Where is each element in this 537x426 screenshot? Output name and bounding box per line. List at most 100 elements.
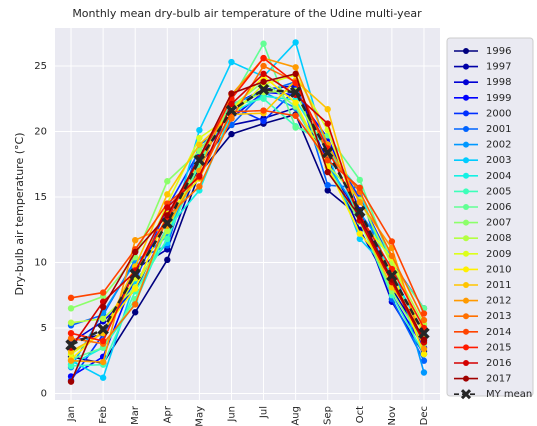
x-tick-label: Feb (98, 406, 109, 424)
data-point (97, 323, 109, 336)
data-point (356, 184, 363, 192)
data-point (257, 83, 270, 96)
data-point (67, 378, 75, 385)
data-point (356, 199, 363, 206)
data-point (65, 339, 77, 351)
legend-label: 2009 (486, 249, 511, 260)
data-point (260, 40, 267, 47)
data-point (420, 345, 428, 353)
x-tick-label: Dec (419, 406, 430, 425)
series-line (70, 109, 425, 314)
data-point (99, 358, 107, 366)
x-tick-label: May (194, 406, 205, 426)
data-point (324, 120, 331, 127)
legend-label: 2000 (486, 108, 511, 119)
legend-marker (463, 188, 469, 195)
data-point (418, 327, 430, 339)
x-tick-label: Mar (130, 405, 141, 425)
data-point (196, 126, 203, 134)
legend-marker (463, 141, 469, 148)
data-point (324, 157, 331, 164)
data-point (420, 310, 428, 317)
data-point (260, 54, 267, 62)
data-point (228, 100, 235, 108)
data-point (420, 357, 428, 364)
legend-label: MY mean (486, 389, 532, 400)
legend-marker (463, 48, 469, 54)
data-point (260, 78, 267, 85)
legend-marker (463, 79, 469, 86)
data-point (324, 187, 331, 194)
series-line (70, 72, 425, 349)
legend-label: 2013 (486, 311, 511, 322)
data-point (388, 252, 396, 260)
legend-marker (463, 157, 469, 164)
data-point (356, 235, 363, 243)
legend-label: 2006 (486, 202, 511, 213)
x-tick-label: Apr (162, 405, 173, 423)
data-point (354, 205, 366, 218)
legend-marker (463, 375, 469, 382)
x-tick-label: Sep (323, 406, 334, 425)
data-point (99, 337, 107, 345)
data-point (196, 183, 203, 190)
data-point (388, 238, 396, 245)
data-point (260, 117, 267, 125)
data-point (356, 176, 363, 184)
data-point (67, 357, 75, 364)
data-point (420, 350, 428, 358)
legend-label: 1997 (486, 62, 511, 73)
legend-marker (463, 94, 469, 101)
data-point (99, 315, 107, 322)
legend-label: 2005 (486, 186, 511, 197)
legend-marker (463, 219, 469, 226)
data-point (164, 212, 171, 219)
legend-label: 2008 (486, 233, 511, 244)
data-point (321, 146, 334, 159)
data-point (292, 112, 299, 119)
series-line (70, 72, 425, 382)
data-point (196, 141, 203, 148)
data-point (386, 269, 398, 282)
legend-marker (463, 250, 469, 257)
legend-marker (463, 344, 469, 351)
legend-marker (463, 63, 469, 70)
x-tick-label: Jul (259, 406, 270, 419)
y-tick-label: 10 (34, 257, 47, 268)
data-point (292, 124, 299, 131)
data-point (132, 236, 139, 244)
x-tick-label: Aug (291, 406, 302, 426)
legend-label: 1999 (486, 93, 511, 104)
data-point (161, 217, 174, 229)
legend-label: 2007 (486, 218, 511, 229)
data-point (67, 329, 75, 337)
legend-marker (463, 266, 469, 273)
data-point (67, 335, 75, 342)
data-point (228, 58, 235, 66)
data-point (67, 362, 75, 370)
legend-marker (463, 282, 469, 288)
y-tick-label: 5 (41, 323, 47, 334)
legend-label: 2011 (486, 280, 511, 291)
data-point (356, 230, 363, 237)
legend-label: 2001 (486, 124, 511, 135)
legend-marker (463, 328, 469, 335)
data-point (292, 99, 299, 106)
data-point (164, 178, 171, 185)
y-tick-label: 0 (41, 388, 47, 399)
data-point (67, 319, 75, 326)
legend-label: 1998 (486, 77, 511, 88)
x-tick-label: Jun (226, 406, 237, 423)
data-point (193, 154, 206, 167)
y-tick-label: 20 (34, 126, 47, 137)
legend-marker (463, 313, 469, 320)
x-tick-label: Jan (66, 406, 77, 422)
data-point (260, 107, 267, 114)
data-point (99, 289, 107, 296)
data-point (228, 130, 235, 138)
legend-marker (463, 204, 469, 210)
data-point (260, 62, 267, 70)
legend-label: 2002 (486, 140, 511, 151)
data-point (260, 95, 267, 102)
x-tick-label: Oct (355, 406, 366, 423)
